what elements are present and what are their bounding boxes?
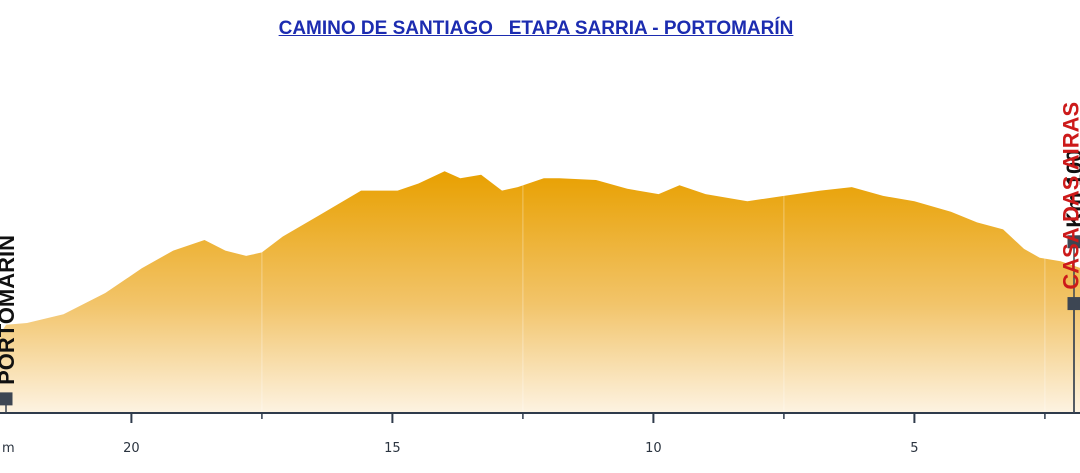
x-axis-unit-label: m <box>2 441 15 456</box>
x-tick-label: 5 <box>910 441 918 456</box>
marker-square <box>1067 235 1080 249</box>
chart-title: CAMINO DE SANTIAGO ETAPA SARRIA - PORTOM… <box>278 18 794 39</box>
x-tick-label: 10 <box>645 441 662 456</box>
marker-square <box>0 392 13 406</box>
x-tick-label: 15 <box>384 441 401 456</box>
marker-label: PORTOMARÍN <box>0 235 19 385</box>
elevation-area <box>0 171 1080 413</box>
marker-label: Km 100 <box>1062 150 1080 228</box>
x-tick-label: 20 <box>123 441 140 456</box>
marker-square <box>1067 297 1080 311</box>
marker-label: CASA DAS AIRAS <box>1058 102 1080 290</box>
